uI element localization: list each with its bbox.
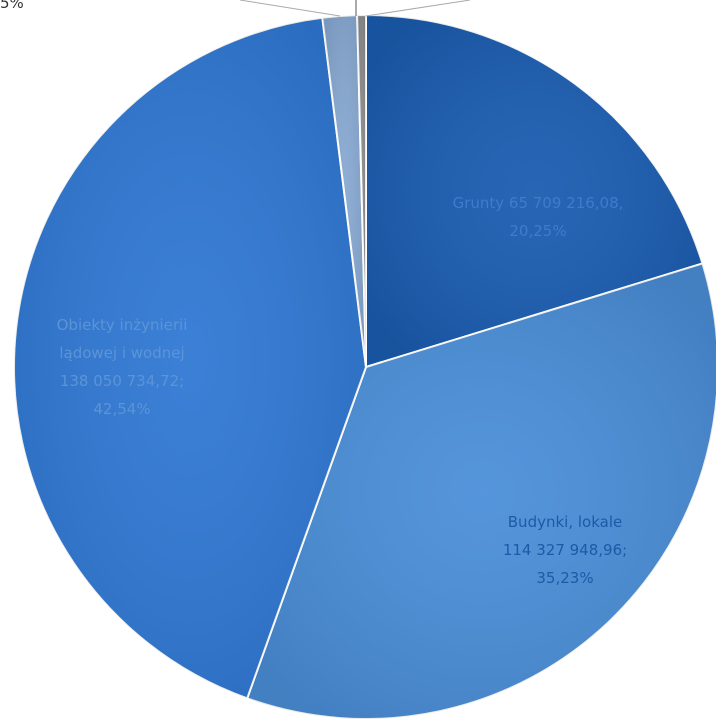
- pie-slice-shading: [322, 15, 366, 367]
- leader-lines: [239, 0, 471, 17]
- pie-slices: [12, 13, 716, 720]
- slice-data-label-line: 35,23%: [536, 569, 593, 587]
- slice-data-label-line: Obiekty inżynierii: [57, 316, 188, 334]
- slice-data-label-line: 20,25%: [509, 222, 566, 240]
- slice-data-label-line: 42,54%: [93, 400, 150, 418]
- pie-slice-shading: [13, 17, 366, 699]
- pie-slice-shading: [357, 15, 366, 367]
- slice-data-label: Budynki, lokale 114 327 948,96; 35,23%: [503, 513, 627, 587]
- pie-slice-shading: [247, 263, 716, 719]
- slice-data-label: Grunty 65 709 216,08, 20,25%: [453, 194, 624, 240]
- slice-labels: Grunty 65 709 216,08, 20,25% Budynki, loka…: [57, 194, 628, 587]
- leader-line: [365, 0, 471, 17]
- slice-data-label-line: Budynki, lokale: [508, 513, 622, 531]
- slice-data-label-line: 114 327 948,96;: [503, 541, 627, 559]
- slice-data-label-line: Grunty 65 709 216,08,: [453, 194, 624, 212]
- pie-slice-shading: [366, 15, 703, 367]
- cut-off-label: 5%: [0, 0, 24, 12]
- slice-data-label: Obiekty inżynierii lądowej i wodnej 138 05…: [57, 316, 188, 418]
- slice-data-label-line: 138 050 734,72;: [60, 372, 184, 390]
- leader-line: [239, 0, 341, 17]
- slice-data-label-line: lądowej i wodnej: [59, 344, 184, 362]
